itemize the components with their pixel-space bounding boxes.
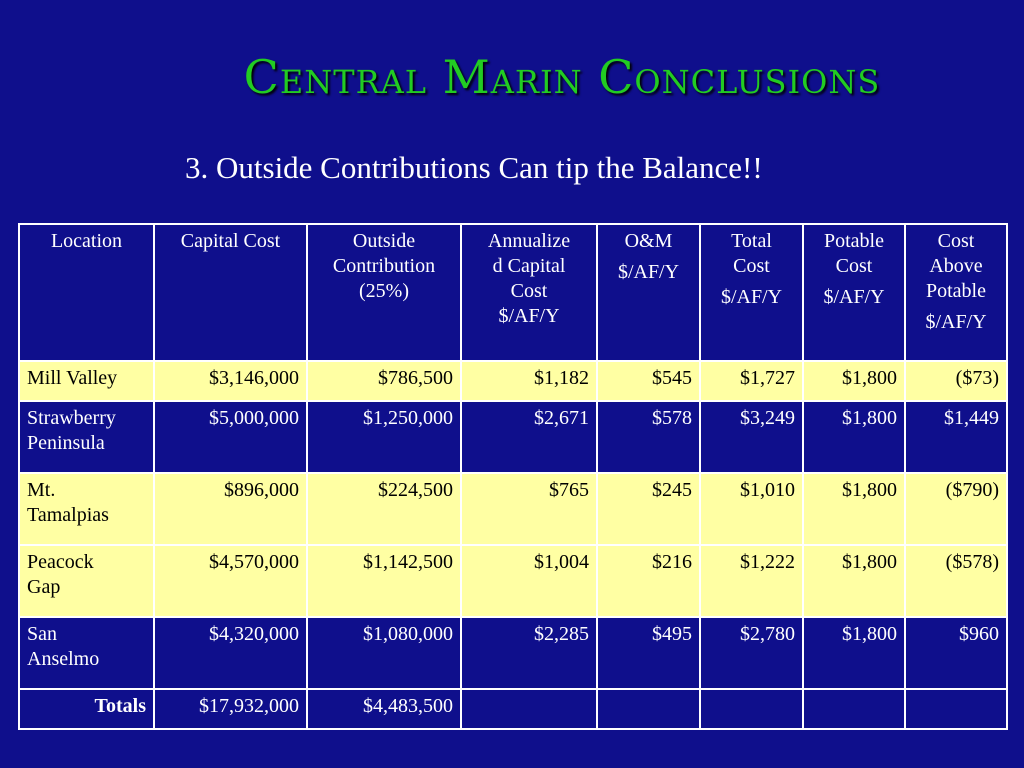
cell-above: ($790)	[905, 473, 1007, 545]
cell-annualized: $2,285	[461, 617, 597, 689]
cell-outside: $1,250,000	[307, 401, 461, 473]
header-annualized-capital-cost: Annualize d Capital Cost $/AF/Y	[461, 224, 597, 361]
cell-location: Strawberry Peninsula	[19, 401, 154, 473]
header-om: O&M $/AF/Y	[597, 224, 700, 361]
cell-empty	[803, 689, 905, 729]
cell-om: $578	[597, 401, 700, 473]
cell-empty	[700, 689, 803, 729]
cell-location: Mt. Tamalpias	[19, 473, 154, 545]
cell-total: $1,010	[700, 473, 803, 545]
cell-outside: $224,500	[307, 473, 461, 545]
table-row-strawberry-peninsula: Strawberry Peninsula $5,000,000 $1,250,0…	[19, 401, 1007, 473]
table-row-mt-tamalpias: Mt. Tamalpias $896,000 $224,500 $765 $24…	[19, 473, 1007, 545]
cell-potable: $1,800	[803, 545, 905, 617]
cell-om: $495	[597, 617, 700, 689]
slide-subtitle: 3. Outside Contributions Can tip the Bal…	[185, 150, 763, 186]
cell-empty	[597, 689, 700, 729]
cell-potable: $1,800	[803, 361, 905, 401]
cell-total: $1,727	[700, 361, 803, 401]
cell-potable: $1,800	[803, 473, 905, 545]
cell-location: San Anselmo	[19, 617, 154, 689]
cell-above: $1,449	[905, 401, 1007, 473]
cell-totals-label: Totals	[19, 689, 154, 729]
cell-location: Mill Valley	[19, 361, 154, 401]
cell-empty	[905, 689, 1007, 729]
table-row-totals: Totals $17,932,000 $4,483,500	[19, 689, 1007, 729]
slide-title: Central Marin Conclusions	[0, 50, 1024, 104]
cell-total: $3,249	[700, 401, 803, 473]
cell-total: $1,222	[700, 545, 803, 617]
header-total-cost: Total Cost $/AF/Y	[700, 224, 803, 361]
cell-om: $245	[597, 473, 700, 545]
cell-om: $545	[597, 361, 700, 401]
cell-total: $2,780	[700, 617, 803, 689]
header-outside-contribution: Outside Contribution (25%)	[307, 224, 461, 361]
cell-above: ($578)	[905, 545, 1007, 617]
header-capital-cost: Capital Cost	[154, 224, 307, 361]
cell-totals-capital: $17,932,000	[154, 689, 307, 729]
cost-table: Location Capital Cost Outside Contributi…	[18, 223, 1008, 730]
table-row-peacock-gap: Peacock Gap $4,570,000 $1,142,500 $1,004…	[19, 545, 1007, 617]
cell-outside: $786,500	[307, 361, 461, 401]
table-row-mill-valley: Mill Valley $3,146,000 $786,500 $1,182 $…	[19, 361, 1007, 401]
cell-above: ($73)	[905, 361, 1007, 401]
cell-capital: $4,570,000	[154, 545, 307, 617]
cell-outside: $1,080,000	[307, 617, 461, 689]
header-potable-cost: Potable Cost $/AF/Y	[803, 224, 905, 361]
cell-annualized: $1,182	[461, 361, 597, 401]
cell-capital: $5,000,000	[154, 401, 307, 473]
cell-location: Peacock Gap	[19, 545, 154, 617]
table-row-san-anselmo: San Anselmo $4,320,000 $1,080,000 $2,285…	[19, 617, 1007, 689]
cell-om: $216	[597, 545, 700, 617]
cell-potable: $1,800	[803, 401, 905, 473]
cell-empty	[461, 689, 597, 729]
cell-outside: $1,142,500	[307, 545, 461, 617]
cell-capital: $4,320,000	[154, 617, 307, 689]
header-location: Location	[19, 224, 154, 361]
cell-above: $960	[905, 617, 1007, 689]
cell-annualized: $1,004	[461, 545, 597, 617]
header-cost-above-potable: Cost Above Potable $/AF/Y	[905, 224, 1007, 361]
cell-annualized: $765	[461, 473, 597, 545]
cell-potable: $1,800	[803, 617, 905, 689]
cell-capital: $3,146,000	[154, 361, 307, 401]
table-header-row: Location Capital Cost Outside Contributi…	[19, 224, 1007, 361]
cell-annualized: $2,671	[461, 401, 597, 473]
cell-capital: $896,000	[154, 473, 307, 545]
cell-totals-outside: $4,483,500	[307, 689, 461, 729]
